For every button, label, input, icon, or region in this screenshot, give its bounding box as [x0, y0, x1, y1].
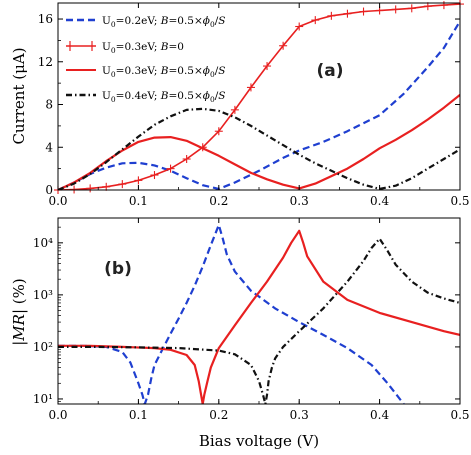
panel-b-label: (b): [104, 259, 132, 279]
ytick-label-a-1: 4: [45, 140, 53, 154]
series-line-b-2: [58, 237, 460, 404]
series-line-b-1: [58, 229, 460, 404]
ytick-label-a-3: 12: [38, 55, 53, 69]
xtick-label-b-4: 0.4: [370, 408, 389, 422]
panel-b-frame: [57, 217, 461, 405]
xtick-label-b-5: 0.5: [450, 408, 469, 422]
xtick-label-a-0: 0.0: [48, 194, 67, 208]
series-line-a-2: [58, 94, 460, 190]
panel-a-ticks: 0.0 0.1 0.2 0.3 0.4 0.5 0 4 8 12 16: [38, 3, 470, 208]
legend-label-3: U0=0.4eV; B=0.5×ϕ0/S: [102, 90, 225, 104]
panel-a-series: [54, 0, 464, 194]
panel-b-ylabel: |MR| (%): [10, 278, 28, 346]
ytick-label-a-4: 16: [38, 12, 53, 26]
legend-label-1: U0=0.3eV; B=0: [102, 41, 184, 55]
xtick-label-a-2: 0.2: [209, 194, 228, 208]
series-line-b-0: [58, 223, 405, 404]
xtick-label-a-1: 0.1: [129, 194, 148, 208]
panel-a: 0.0 0.1 0.2 0.3 0.4 0.5 0 4 8 12 16 Current (μA) (…: [10, 0, 470, 208]
ytick-label-a-0: 0: [45, 183, 53, 197]
ytick-label-b-0: 10¹: [33, 392, 53, 406]
xtick-label-b-3: 0.3: [290, 408, 309, 422]
ytick-label-b-3: 10⁴: [33, 236, 53, 250]
panel-b-ticks: 0.0 0.1 0.2 0.3 0.4 0.5 10¹ 10² 10³ 10⁴: [33, 217, 470, 422]
xtick-label-a-4: 0.4: [370, 194, 389, 208]
xtick-label-a-5: 0.5: [450, 194, 469, 208]
series-line-a-0: [58, 20, 460, 190]
xtick-label-a-3: 0.3: [290, 194, 309, 208]
legend: U0=0.2eV; B=0.5×ϕ0/S U0=0.3eV; B=0 U0=0.…: [66, 15, 225, 104]
panel-b-xlabel: Bias voltage (V): [199, 432, 319, 450]
ytick-label-b-1: 10²: [33, 340, 53, 354]
panel-a-ylabel: Current (μA): [10, 47, 28, 144]
ytick-label-b-2: 10³: [33, 288, 53, 302]
legend-label-2: U0=0.3eV; B=0.5×ϕ0/S: [102, 65, 225, 79]
xtick-label-b-0: 0.0: [48, 408, 67, 422]
panel-b-series: [58, 223, 460, 404]
xtick-label-b-2: 0.2: [209, 408, 228, 422]
series-line-a-3: [58, 107, 460, 190]
xtick-label-b-1: 0.1: [129, 408, 148, 422]
legend-label-0: U0=0.2eV; B=0.5×ϕ0/S: [102, 15, 225, 29]
ytick-label-a-2: 8: [45, 98, 53, 112]
panel-a-label: (a): [316, 61, 343, 81]
